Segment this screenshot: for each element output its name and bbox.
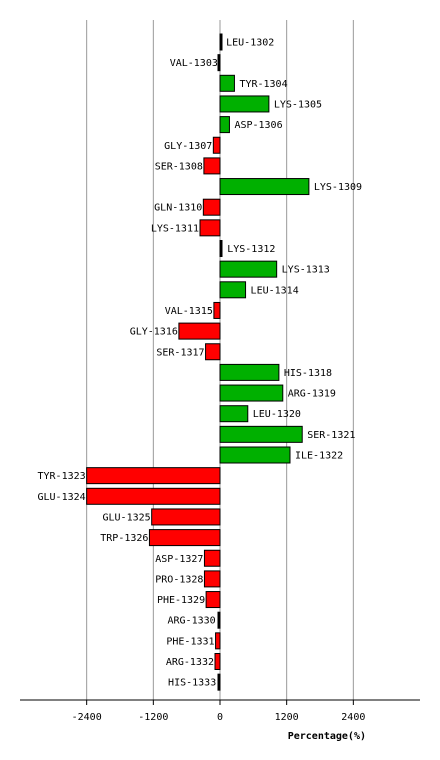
bar (219, 405, 249, 423)
bar-label: ILE-1322 (295, 451, 343, 462)
bar (202, 198, 221, 216)
bar (86, 487, 221, 505)
bar (219, 74, 235, 92)
bar-label: LEU-1320 (253, 409, 301, 420)
bar-label: ASP-1327 (155, 554, 203, 565)
bar (219, 116, 230, 134)
bar (213, 301, 221, 319)
bar-label: VAL-1315 (165, 306, 213, 317)
bar (219, 178, 310, 196)
bar-label: ARG-1319 (288, 389, 336, 400)
residue-labels: LEU-1302 VAL-1303 TYR-1304 LYS-1305 ASP-1306… (37, 38, 362, 689)
bar-label: VAL-1303 (170, 58, 218, 69)
bar-label: ARG-1330 (167, 616, 215, 627)
bar (86, 467, 221, 485)
bar (219, 260, 278, 278)
bar (205, 343, 221, 361)
bar (205, 591, 221, 609)
bar-label: PHE-1331 (166, 636, 214, 647)
bar-label: ARG-1332 (166, 657, 214, 668)
bar (219, 33, 223, 51)
bar (217, 54, 221, 72)
x-tick-label: -1200 (138, 712, 168, 723)
bar (178, 322, 221, 340)
bar-label: LEU-1314 (251, 285, 299, 296)
bar (148, 529, 221, 547)
bar-label: LYS-1312 (227, 244, 275, 255)
bar (217, 673, 221, 691)
bar (219, 425, 303, 443)
bar (219, 446, 291, 464)
bar (219, 240, 223, 257)
x-tick-label: 0 (217, 712, 223, 723)
bar-label: LEU-1302 (226, 38, 274, 49)
bar-label: LYS-1311 (151, 223, 199, 234)
bar-label: LYS-1305 (274, 99, 322, 110)
bar-label: ASP-1306 (234, 120, 282, 131)
x-axis-title: Percentage(%) (288, 731, 366, 742)
bar-label: SER-1308 (155, 161, 203, 172)
bar (215, 632, 221, 650)
bar-label: LYS-1313 (282, 265, 330, 276)
bar (203, 157, 221, 175)
bar-label: TYR-1304 (239, 79, 287, 90)
bar (214, 653, 221, 670)
bar-label: GLU-1324 (37, 492, 85, 503)
bar (219, 363, 280, 381)
x-tick-label: -2400 (72, 712, 102, 723)
bar-label: SER-1321 (307, 430, 355, 441)
bar-label: SER-1317 (156, 347, 204, 358)
bar (203, 549, 221, 567)
bar-label: GLU-1325 (102, 512, 150, 523)
bar-label: TYR-1323 (37, 471, 85, 482)
bar (219, 95, 270, 113)
bar-label: HIS-1318 (284, 368, 332, 379)
bars (86, 33, 310, 691)
bar (203, 570, 221, 588)
bar (219, 281, 247, 299)
bar (199, 219, 221, 237)
x-axis-ticks: -2400 -1200 0 1200 2400 (72, 700, 365, 723)
x-tick-label: 2400 (341, 712, 365, 723)
bar-label: HIS-1333 (168, 678, 216, 689)
bar (212, 136, 221, 154)
bar (219, 384, 284, 402)
bar (151, 508, 221, 526)
bar-label: LYS-1309 (314, 182, 362, 193)
bar-label: GLY-1307 (164, 141, 212, 152)
bar-label: TRP-1326 (100, 533, 148, 544)
bar-label: PRO-1328 (155, 574, 203, 585)
bar (217, 611, 221, 629)
bar-label: PHE-1329 (157, 595, 205, 606)
bar-label: GLY-1316 (130, 327, 178, 338)
x-tick-label: 1200 (275, 712, 299, 723)
bar-label: GLN-1310 (154, 203, 202, 214)
